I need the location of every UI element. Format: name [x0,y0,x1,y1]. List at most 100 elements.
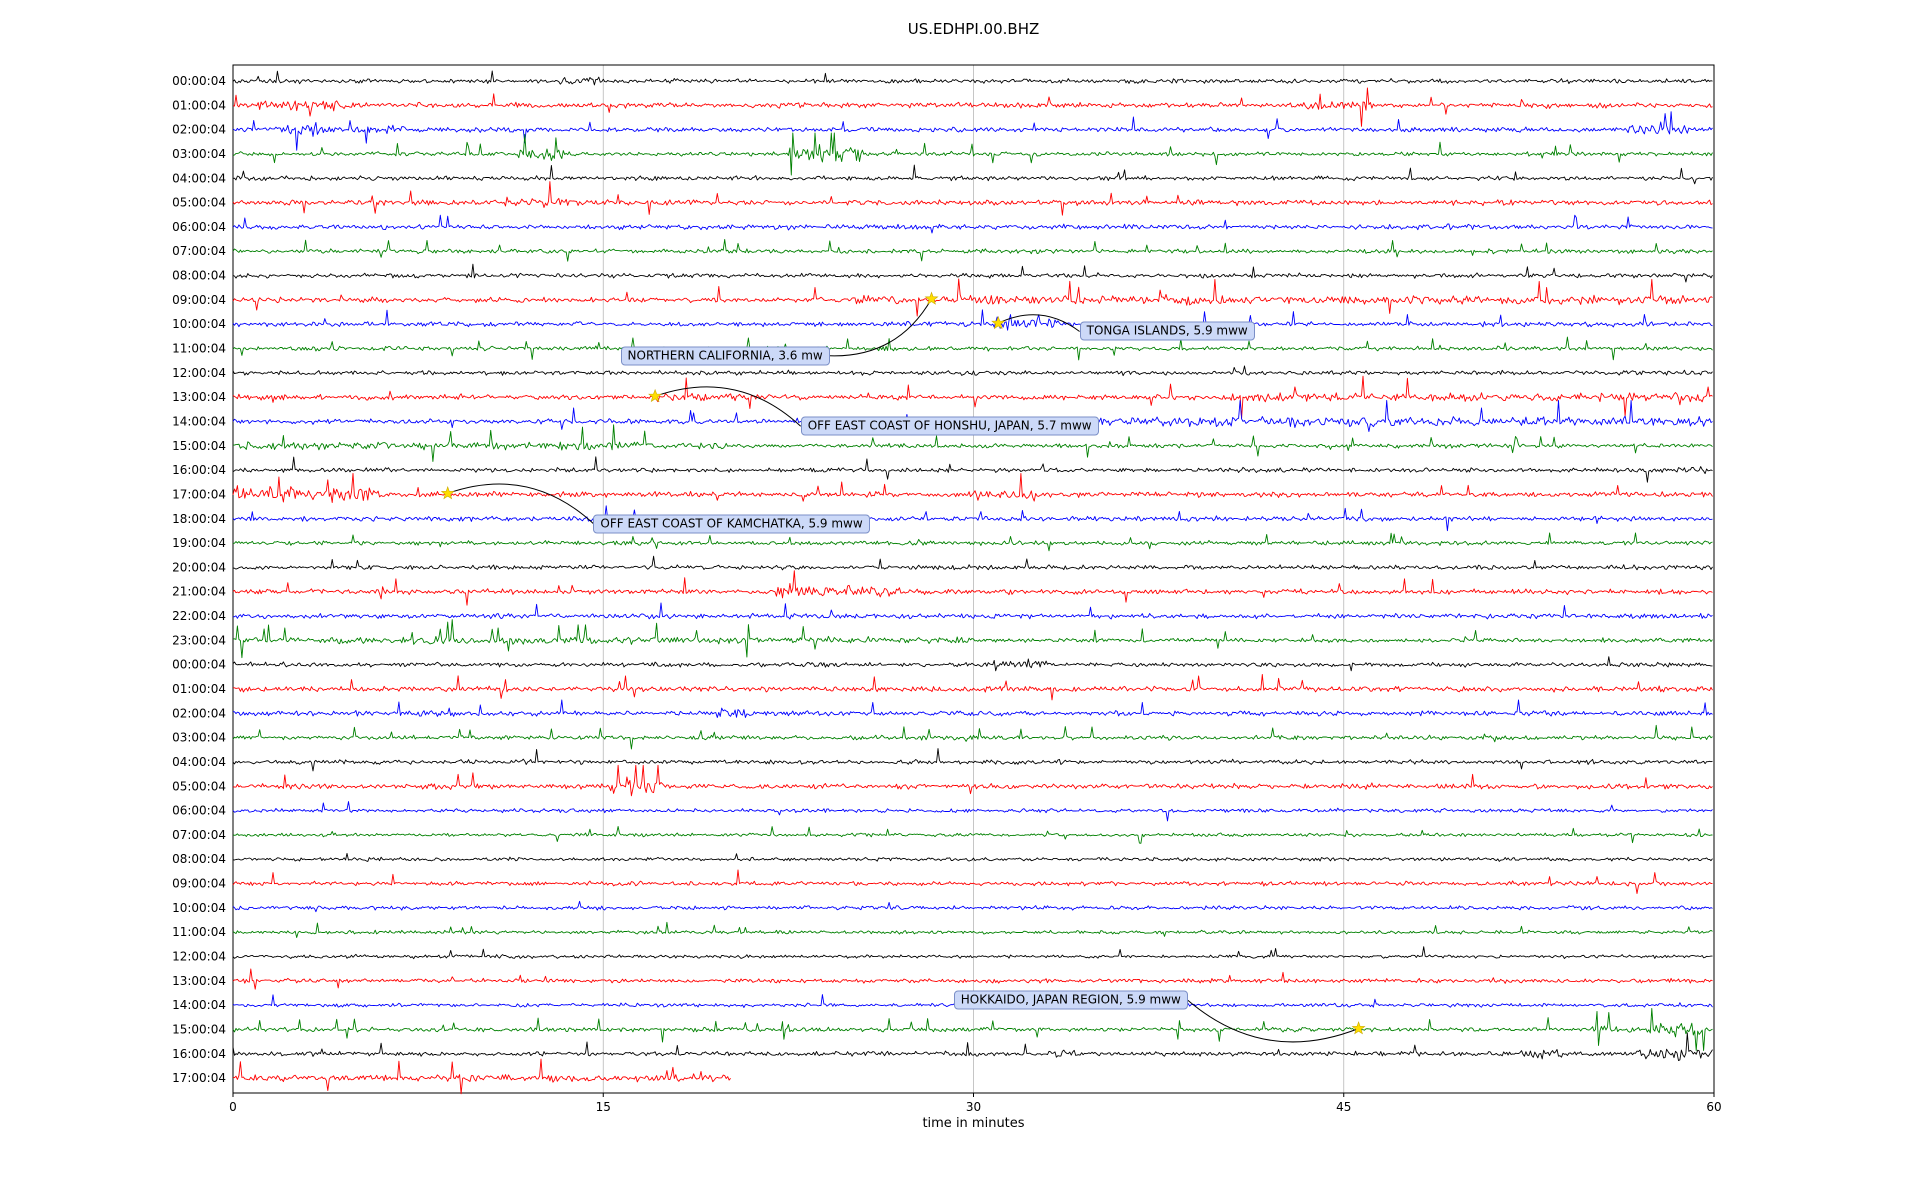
seismogram-trace [232,375,1713,419]
row-time-label: 10:00:04 [172,901,226,915]
row-time-label: 12:00:04 [172,950,226,964]
seismogram-trace [232,309,1713,336]
row-time-label: 15:00:04 [172,439,226,453]
x-axis-label: time in minutes [922,1116,1025,1131]
row-time-label: 13:00:04 [172,390,226,404]
row-time-label: 02:00:04 [172,123,226,137]
x-tick-label: 30 [966,1100,981,1114]
seismogram-trace [232,132,1713,176]
row-time-label: 07:00:04 [172,828,226,842]
row-time-label: 19:00:04 [172,536,226,550]
row-time-label: 03:00:04 [172,147,226,161]
row-time-label: 13:00:04 [172,974,226,988]
row-time-label: 12:00:04 [172,366,226,380]
event-star-marker [648,388,663,403]
row-time-label: 22:00:04 [172,609,226,623]
event-label: TONGA ISLANDS, 5.9 mww [1079,321,1255,341]
seismogram-trace [232,181,1713,216]
seismogram-trace [232,70,1713,86]
event-label: OFF EAST COAST OF KAMCHATKA, 5.9 mww [593,514,870,534]
seismogram-trace [232,456,1713,483]
event-label: NORTHERN CALIFORNIA, 3.6 mw [620,346,830,366]
seismogram-trace [232,555,1713,571]
x-tick-label: 60 [1706,1100,1721,1114]
seismogram-trace [232,365,1713,377]
page-title: US.EDHPI.00.BHZ [907,20,1040,38]
seismogram-trace [232,968,1713,990]
seismogram-trace [232,900,1713,913]
event-connector-line [829,298,932,357]
row-time-label: 06:00:04 [172,804,226,818]
event-connector-line [447,483,594,524]
seismogram-trace [232,214,1713,234]
row-time-label: 02:00:04 [172,706,226,720]
seismogram-trace [232,724,1713,750]
row-time-label: 01:00:04 [172,98,226,112]
x-tick-label: 15 [596,1100,611,1114]
event-star-marker [1351,1021,1366,1035]
event-connector-line [997,314,1080,332]
row-time-label: 10:00:04 [172,317,226,331]
row-time-label: 07:00:04 [172,244,226,258]
row-time-label: 00:00:04 [172,658,226,672]
seismogram-trace [233,673,1713,701]
row-time-label: 04:00:04 [172,755,226,769]
row-time-label: 23:00:04 [172,633,226,647]
row-time-label: 21:00:04 [172,585,226,599]
seismogram-trace [232,278,1713,317]
seismogram-trace [232,505,1713,532]
seismogram-trace [232,921,1713,938]
seismogram-trace [232,570,1713,606]
seismogram-trace [232,87,1713,127]
row-time-label: 11:00:04 [172,925,226,939]
seismogram-trace [232,238,1713,262]
row-time-label: 18:00:04 [172,512,226,526]
event-star-marker [924,291,939,305]
seismogram-trace [232,619,1713,659]
seismogram-trace [232,801,1713,822]
seismogram-trace [232,826,1713,844]
event-label: HOKKAIDO, JAPAN REGION, 5.9 mww [953,990,1188,1010]
row-time-label: 06:00:04 [172,220,226,234]
seismogram-trace [233,424,1713,462]
seismogram-trace [232,946,1713,960]
row-time-label: 08:00:04 [172,269,226,283]
row-time-label: 16:00:04 [172,463,226,477]
row-time-label: 04:00:04 [172,171,226,185]
row-time-label: 16:00:04 [172,1047,226,1061]
event-connector-line [1187,999,1359,1043]
seismogram-trace [232,852,1713,862]
seismogram-trace [232,602,1713,620]
event-connector-line [654,386,802,427]
row-time-label: 00:00:04 [172,74,226,88]
seismogram-trace [232,656,1713,672]
seismogram-trace [232,336,1713,361]
seismogram-trace [232,111,1713,151]
row-time-label: 11:00:04 [172,342,226,356]
seismogram-trace [232,532,1713,552]
seismogram-trace [232,164,1713,185]
seismogram-trace [232,1008,1713,1051]
x-tick-label: 0 [229,1100,237,1114]
row-time-label: 05:00:04 [172,779,226,793]
seismogram-trace [232,1032,1713,1062]
seismogram-trace [232,748,1713,772]
row-time-label: 17:00:04 [172,1071,226,1085]
row-time-label: 03:00:04 [172,731,226,745]
row-time-label: 14:00:04 [172,414,226,428]
row-time-label: 15:00:04 [172,1022,226,1036]
row-time-label: 17:00:04 [172,487,226,501]
row-time-label: 20:00:04 [172,560,226,574]
row-time-label: 09:00:04 [172,293,226,307]
seismogram-trace [232,869,1713,894]
seismogram-trace [232,699,1713,718]
seismogram-trace [232,263,1713,283]
row-time-label: 14:00:04 [172,998,226,1012]
seismogram-trace [232,472,1713,504]
seismogram-trace [232,764,1713,797]
x-tick-label: 45 [1336,1100,1351,1114]
event-star-marker [991,315,1006,330]
row-time-label: 01:00:04 [172,682,226,696]
